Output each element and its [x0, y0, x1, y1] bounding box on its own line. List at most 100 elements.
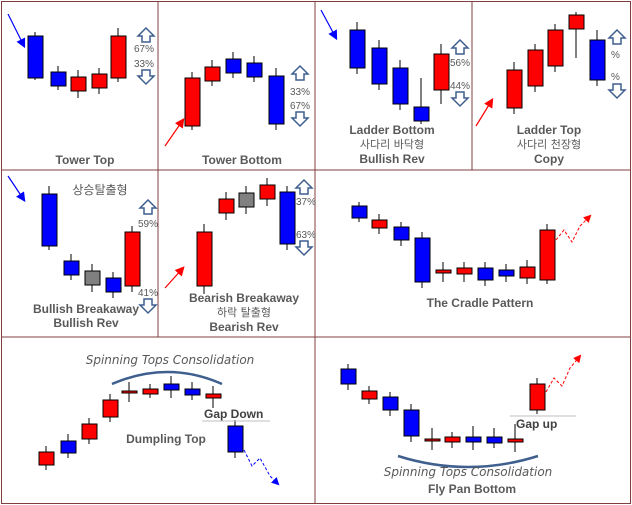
candle	[413, 106, 430, 122]
candle	[105, 277, 122, 293]
pct-down: 63%	[296, 230, 316, 241]
candle	[163, 383, 180, 391]
trend-arrow	[164, 118, 185, 147]
candle	[63, 260, 80, 276]
candle	[259, 184, 276, 200]
arrow-up-icon	[294, 178, 314, 195]
arrow-down-icon	[290, 111, 310, 128]
arrow-down-icon	[138, 298, 158, 315]
candle	[238, 192, 255, 208]
panel-dumpling-top: Spinning Tops Consolidation Gap Down	[38, 353, 280, 486]
candle	[124, 231, 141, 287]
candle	[465, 436, 482, 443]
trend-arrow	[7, 175, 26, 202]
candle	[184, 77, 201, 127]
gap-label: Gap Down	[204, 407, 263, 421]
candle	[225, 58, 242, 74]
projection-arrow	[243, 449, 280, 486]
candle	[349, 29, 366, 69]
candle	[433, 53, 450, 91]
arrow-up-icon	[138, 198, 158, 215]
candle	[527, 49, 544, 87]
pct-up: 59%	[138, 219, 158, 230]
pct-up: 67%	[134, 44, 154, 55]
caption-ko: 사다리 천장형	[517, 137, 581, 151]
candle	[81, 423, 98, 440]
candle	[529, 383, 546, 411]
caption-type: Bullish Rev	[359, 152, 425, 166]
candle	[519, 266, 536, 279]
gap-label: Gap up	[516, 417, 557, 431]
arc	[397, 454, 539, 469]
candle	[507, 438, 524, 443]
caption: Tower Bottom	[202, 153, 282, 167]
candle	[444, 436, 461, 443]
candle	[371, 219, 388, 229]
candle	[84, 270, 101, 286]
panel-tower-bottom: 33% 67% Tower Bottom	[164, 52, 310, 167]
caption-en: Bearish Breakaway	[189, 291, 299, 305]
candle	[456, 267, 473, 275]
candle	[102, 399, 119, 418]
arrow-down-icon	[450, 91, 470, 108]
candle	[361, 390, 378, 400]
candle	[41, 193, 58, 247]
candle	[27, 35, 44, 79]
caption-type: Bearish Rev	[209, 320, 279, 334]
candle	[70, 76, 87, 92]
pct-up: 33%	[290, 87, 310, 98]
caption: Tower Top	[56, 153, 115, 167]
candle	[205, 393, 222, 399]
trend-arrow	[320, 9, 338, 41]
candle	[279, 191, 296, 245]
projection-arrow	[555, 214, 592, 243]
caption-ko: 사다리 바닥형	[360, 138, 424, 151]
candle	[539, 229, 556, 281]
candle	[268, 75, 285, 125]
candle	[477, 267, 494, 281]
candle	[91, 73, 108, 89]
candle	[589, 39, 606, 81]
caption: The Cradle Pattern	[427, 296, 534, 310]
caption-en: Ladder Bottom	[349, 123, 434, 137]
trend-arrow	[475, 97, 494, 127]
candle	[121, 390, 138, 394]
trend-arrow	[164, 266, 185, 289]
candle	[184, 388, 201, 396]
arrow-up-icon	[607, 28, 627, 45]
arrow-up-icon	[136, 26, 156, 43]
candle	[506, 69, 523, 109]
trend-arrow	[7, 13, 26, 49]
candle	[340, 368, 357, 385]
candle	[393, 226, 410, 241]
pct-down: 33%	[134, 59, 154, 70]
caption-type: Copy	[534, 152, 564, 166]
candle	[246, 62, 263, 78]
panel-cradle-pattern: The Cradle Pattern	[351, 202, 592, 310]
candle	[351, 205, 368, 219]
panel-bullish-breakaway: 상승탈출형 59% 41% Bullish Breakaway Bullish …	[7, 175, 158, 330]
arc	[111, 370, 223, 386]
candle	[142, 388, 159, 395]
candle	[38, 451, 55, 466]
pct-down: %	[611, 72, 620, 83]
candle	[382, 396, 399, 411]
pct-up: %	[611, 50, 620, 61]
candle	[218, 198, 235, 214]
candle	[227, 425, 244, 453]
candle	[498, 269, 515, 277]
candle	[403, 409, 420, 437]
panel-tower-top: 67% 33% Tower Top	[7, 13, 156, 167]
caption-type: Bullish Rev	[53, 316, 119, 330]
candle	[60, 440, 77, 454]
candle	[568, 14, 585, 30]
candle	[547, 29, 564, 67]
panel-ladder-bottom: 56% 44% Ladder Bottom 사다리 바닥형 Bullish Re…	[320, 9, 470, 166]
projection-arrow	[545, 354, 582, 393]
label-spinning-tops: Spinning Tops Consolidation	[384, 465, 553, 479]
candle	[110, 35, 127, 79]
arrow-down-icon	[294, 240, 314, 257]
pct-up: 56%	[450, 58, 470, 69]
